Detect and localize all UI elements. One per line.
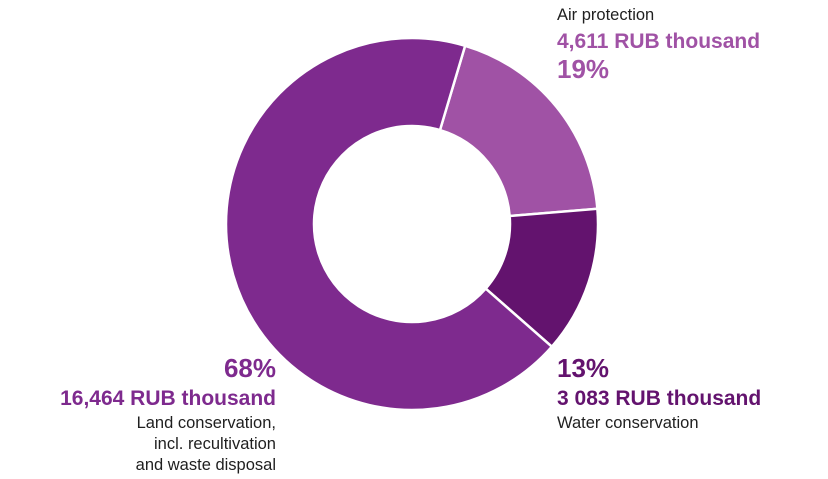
slice-percent-air: 19% xyxy=(557,54,610,84)
label-air-protection: Air protection 4,611 RUB thousand 19% xyxy=(557,6,760,83)
slice-percent-water: 13% xyxy=(557,353,610,383)
slice-name-land-line-2: incl. recultivation xyxy=(154,435,276,453)
slice-value-land: 16,464 RUB thousand xyxy=(60,387,276,410)
label-water-conservation: 13% 3 083 RUB thousand Water conservatio… xyxy=(557,354,761,433)
slice-value-water: 3 083 RUB thousand xyxy=(557,387,762,410)
slice-name-water: Water conservation xyxy=(557,414,699,432)
slice-air-protection xyxy=(438,44,599,218)
slice-name-land-line-1: Land conservation, xyxy=(136,414,276,432)
slice-name-air: Air protection xyxy=(557,6,655,24)
slice-name-land-line-3: and waste disposal xyxy=(135,456,276,474)
label-land-conservation: 68% 16,464 RUB thousand Land conservatio… xyxy=(60,354,276,475)
donut-slices xyxy=(224,36,600,412)
slice-land-conservation xyxy=(224,36,554,412)
slice-percent-land: 68% xyxy=(223,353,276,383)
slice-value-air: 4,611 RUB thousand xyxy=(557,30,761,53)
